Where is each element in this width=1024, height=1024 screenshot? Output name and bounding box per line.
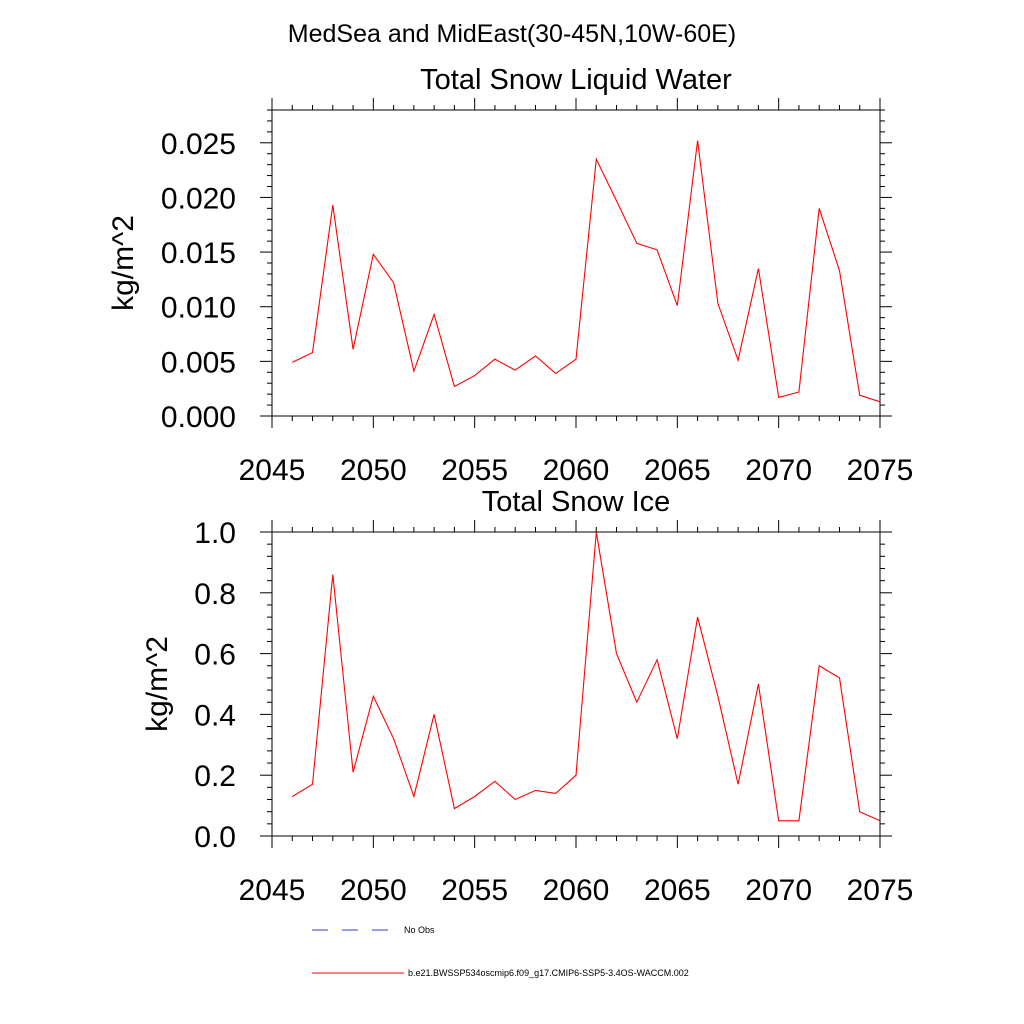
panel-snow-ice: Total Snow Ice 2045 2050 2055 2060 2065 2070 20… — [141, 486, 913, 907]
x-tick-label: 2045 — [239, 454, 306, 487]
y-tick-label: 0.000 — [161, 401, 236, 434]
y-tick-label: 0.005 — [161, 346, 236, 379]
y-axis-label: kg/m^2 — [141, 636, 174, 732]
series-line — [292, 531, 881, 822]
x-tick-label: 2075 — [847, 874, 914, 907]
x-tick-label: 2060 — [543, 454, 610, 487]
x-tick-label: 2070 — [745, 454, 812, 487]
y-tick-label: 0.2 — [194, 760, 236, 793]
y-tick-label: 0.020 — [161, 182, 236, 215]
x-tick-label: 2045 — [239, 874, 306, 907]
legend-no-obs-label: No Obs — [404, 925, 435, 935]
y-tick-label: 0.010 — [161, 292, 236, 325]
x-tick-label: 2060 — [543, 874, 610, 907]
y-tick-label: 0.8 — [194, 578, 236, 611]
y-axis-label: kg/m^2 — [107, 215, 140, 311]
chart-title: Total Snow Liquid Water — [420, 64, 732, 96]
plot-frame — [271, 109, 881, 417]
x-tick-label: 2070 — [745, 874, 812, 907]
x-tick-label: 2050 — [340, 874, 407, 907]
y-tick-label: 1.0 — [194, 517, 236, 550]
figure-suptitle: MedSea and MidEast(30-45N,10W-60E) — [288, 20, 736, 48]
y-tick-label: 0.015 — [161, 237, 236, 270]
y-tick-label: 0.6 — [194, 639, 236, 672]
x-tick-label: 2055 — [441, 454, 508, 487]
x-tick-label: 2065 — [644, 454, 711, 487]
legend-model-label: b.e21.BWSSP534oscmip6.f09_g17.CMIP6-SSP5… — [408, 968, 689, 978]
y-tick-label: 0.0 — [194, 821, 236, 854]
y-tick-label: 0.025 — [161, 128, 236, 161]
x-tick-label: 2050 — [340, 454, 407, 487]
x-tick-label: 2065 — [644, 874, 711, 907]
legend: No Obs b.e21.BWSSP534oscmip6.f09_g17.CMI… — [312, 925, 689, 978]
x-tick-label: 2055 — [441, 874, 508, 907]
x-tick-label: 2075 — [847, 454, 914, 487]
y-tick-label: 0.4 — [194, 699, 236, 732]
panel-snow-liquid-water: Total Snow Liquid Water 2045 2050 2055 2060 2… — [107, 64, 913, 487]
series-line — [292, 140, 881, 403]
chart-title: Total Snow Ice — [482, 486, 671, 518]
plot-frame — [271, 531, 881, 837]
